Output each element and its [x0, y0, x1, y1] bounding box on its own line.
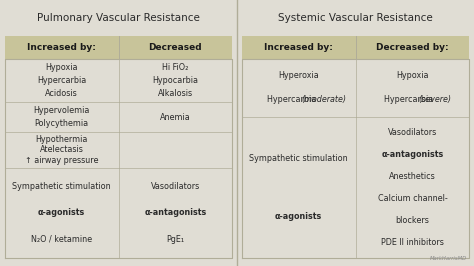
Text: Hypercarbia: Hypercarbia: [37, 76, 86, 85]
Text: (severe): (severe): [418, 95, 451, 105]
Text: Polycythemia: Polycythemia: [35, 119, 89, 128]
Text: PgE₁: PgE₁: [166, 235, 184, 244]
Text: Sympathetic stimulation: Sympathetic stimulation: [12, 182, 111, 191]
Text: Hypothermia: Hypothermia: [36, 135, 88, 144]
Text: Decreased: Decreased: [148, 43, 202, 52]
Text: Alkalosis: Alkalosis: [158, 89, 193, 98]
Text: α-antagonists: α-antagonists: [381, 150, 444, 159]
Text: Hyperoxia: Hyperoxia: [278, 71, 319, 80]
Text: Anemia: Anemia: [160, 113, 191, 122]
Text: Hypocarbia: Hypocarbia: [152, 76, 199, 85]
Text: Hypoxia: Hypoxia: [396, 71, 428, 80]
Text: Hypercarbia: Hypercarbia: [267, 95, 319, 105]
Text: Decreased by:: Decreased by:: [376, 43, 449, 52]
Text: Hi FiO₂: Hi FiO₂: [162, 63, 189, 72]
Text: Calcium channel-: Calcium channel-: [377, 194, 447, 203]
Text: Anesthetics: Anesthetics: [389, 172, 436, 181]
Text: α-agonists: α-agonists: [275, 212, 322, 221]
Text: α-agonists: α-agonists: [38, 208, 85, 217]
Text: blockers: blockers: [395, 216, 429, 225]
Text: Systemic Vascular Resistance: Systemic Vascular Resistance: [278, 13, 433, 23]
Text: N₂O / ketamine: N₂O / ketamine: [31, 235, 92, 244]
FancyBboxPatch shape: [5, 36, 232, 59]
Text: Sympathetic stimulation: Sympathetic stimulation: [249, 154, 348, 163]
Text: MarkHarrisMD: MarkHarrisMD: [430, 256, 467, 261]
Text: Hypoxia: Hypoxia: [46, 63, 78, 72]
Text: PDE II inhibitors: PDE II inhibitors: [381, 238, 444, 247]
Text: Pulmonary Vascular Resistance: Pulmonary Vascular Resistance: [37, 13, 200, 23]
Text: ↑ airway pressure: ↑ airway pressure: [25, 156, 99, 165]
Text: Vasodilators: Vasodilators: [388, 128, 437, 137]
Text: Vasodilators: Vasodilators: [151, 182, 200, 191]
Text: Hypercarbia: Hypercarbia: [384, 95, 436, 105]
Text: Increased by:: Increased by:: [27, 43, 96, 52]
Text: (moderate): (moderate): [301, 95, 346, 105]
Text: α-antagonists: α-antagonists: [144, 208, 207, 217]
FancyBboxPatch shape: [242, 36, 469, 59]
Text: Atelectasis: Atelectasis: [40, 145, 83, 154]
Text: Acidosis: Acidosis: [45, 89, 78, 98]
Text: Hypervolemia: Hypervolemia: [34, 106, 90, 115]
Text: Increased by:: Increased by:: [264, 43, 333, 52]
